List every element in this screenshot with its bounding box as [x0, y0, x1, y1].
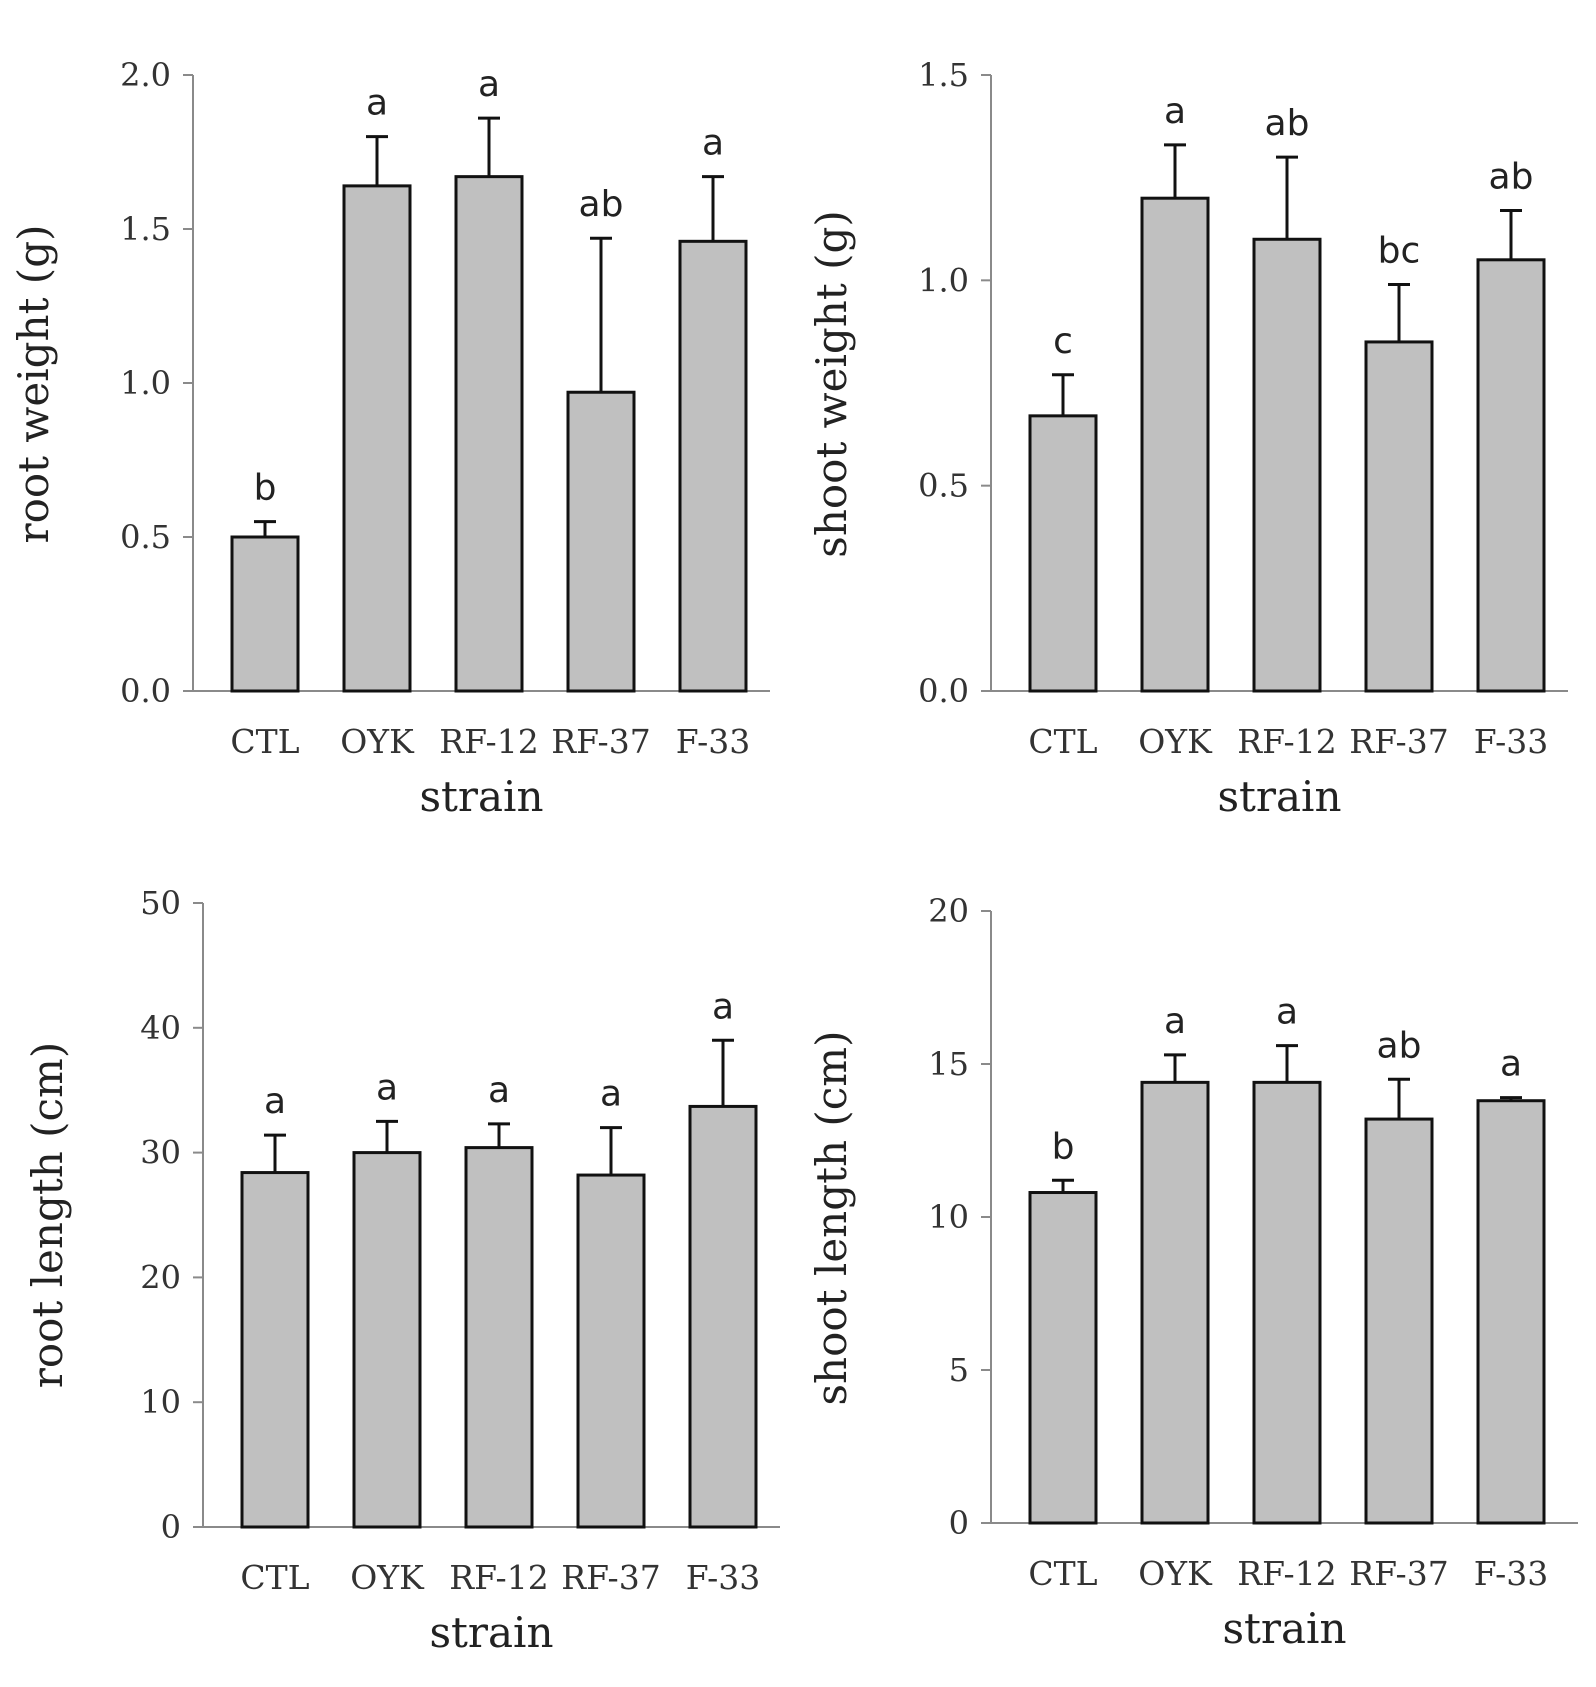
root-length-chart: 0 10 20 30 40 50 a CTL a OYK a RF-12 a RF-37 a F-33 stra… — [23, 884, 780, 1657]
category-label: OYK — [340, 722, 415, 761]
significance-label: bc — [1378, 230, 1421, 271]
category-label: CTL — [230, 722, 299, 761]
significance-label: ab — [1377, 1025, 1422, 1066]
y-tick-label: 1.5 — [120, 210, 171, 248]
significance-label: a — [1164, 1001, 1186, 1042]
y-tick-label: 15 — [928, 1045, 969, 1083]
significance-label: a — [1276, 992, 1298, 1033]
x-axis-title: strain — [1217, 772, 1341, 821]
category-label: RF-37 — [561, 1558, 660, 1597]
y-tick-label: 2.0 — [120, 56, 171, 94]
category-label: CTL — [240, 1558, 309, 1597]
y-tick-label: 10 — [928, 1198, 969, 1236]
significance-label: ab — [1265, 103, 1310, 144]
y-tick-label: 1.0 — [120, 364, 171, 402]
category-label: RF-12 — [439, 722, 538, 761]
y-axis-title: shoot weight (g) — [807, 210, 856, 557]
bar — [230, 535, 300, 693]
bar — [576, 1173, 646, 1529]
y-tick-label: 0.0 — [918, 672, 969, 710]
bar — [1364, 1117, 1434, 1525]
bar — [342, 184, 412, 693]
category-label: F-33 — [676, 722, 751, 761]
category-label: RF-12 — [1237, 722, 1336, 761]
significance-label: a — [712, 986, 734, 1027]
y-tick-label: 30 — [140, 1134, 181, 1172]
bar — [1028, 414, 1098, 693]
bar — [464, 1146, 534, 1529]
significance-label: c — [1053, 321, 1073, 362]
bar — [1140, 196, 1210, 693]
y-tick-label: 1.0 — [918, 261, 969, 299]
significance-label: b — [254, 468, 277, 509]
category-label: F-33 — [686, 1558, 761, 1597]
y-tick-label: 0 — [949, 1504, 969, 1542]
y-tick-label: 40 — [140, 1009, 181, 1047]
bar — [454, 175, 524, 693]
significance-label: a — [1164, 91, 1186, 132]
y-tick-label: 0 — [161, 1508, 181, 1546]
y-axis-title: shoot length (cm) — [807, 1030, 856, 1405]
significance-label: a — [1500, 1044, 1522, 1085]
bar — [1476, 1099, 1546, 1525]
category-label: RF-37 — [1349, 722, 1448, 761]
x-axis-title: strain — [429, 1608, 553, 1657]
y-tick-label: 10 — [140, 1383, 181, 1421]
x-axis-title: strain — [1222, 1604, 1346, 1653]
significance-label: ab — [1489, 157, 1534, 198]
y-axis-title: root weight (g) — [9, 225, 58, 544]
bar — [688, 1104, 758, 1529]
root-weight-chart: 0.0 0.5 1.0 1.5 2.0 b CTL a OYK a RF-12 ab RF-37 a F-3… — [9, 56, 770, 821]
category-label: CTL — [1028, 722, 1097, 761]
significance-label: a — [488, 1070, 510, 1111]
y-tick-label: 50 — [140, 884, 181, 922]
bar — [1364, 340, 1434, 693]
y-tick-label: 0.5 — [120, 518, 171, 556]
y-tick-label: 0.0 — [120, 672, 171, 710]
bar — [1028, 1191, 1098, 1525]
y-tick-label: 20 — [928, 892, 969, 930]
category-label: RF-37 — [1349, 1554, 1448, 1593]
category-label: CTL — [1028, 1554, 1097, 1593]
bar — [352, 1151, 422, 1529]
significance-label: a — [264, 1081, 286, 1122]
category-label: RF-37 — [551, 722, 650, 761]
significance-label: ab — [579, 184, 624, 225]
significance-label: a — [376, 1067, 398, 1108]
category-label: RF-12 — [449, 1558, 548, 1597]
significance-label: b — [1052, 1126, 1075, 1167]
category-label: RF-12 — [1237, 1554, 1336, 1593]
y-axis-title: root length (cm) — [23, 1042, 72, 1389]
bar — [1140, 1080, 1210, 1525]
bar — [240, 1171, 310, 1529]
category-label: OYK — [1138, 1554, 1213, 1593]
significance-label: a — [366, 83, 388, 124]
category-label: F-33 — [1474, 1554, 1549, 1593]
significance-label: a — [600, 1074, 622, 1115]
shoot-length-chart: 0 5 10 15 20 b CTL a OYK a RF-12 ab RF-37 a F-33 strain… — [807, 892, 1578, 1653]
bar — [1252, 237, 1322, 693]
significance-label: a — [702, 123, 724, 164]
y-tick-label: 5 — [949, 1351, 969, 1389]
bar — [1476, 258, 1546, 693]
significance-label: a — [478, 64, 500, 105]
bar — [566, 390, 636, 693]
shoot-weight-chart: 0.0 0.5 1.0 1.5 c CTL a OYK ab RF-12 bc RF-37 ab F-33… — [807, 56, 1568, 821]
x-axis-title: strain — [419, 772, 543, 821]
bar — [1252, 1080, 1322, 1525]
y-tick-label: 0.5 — [918, 467, 969, 505]
category-label: OYK — [350, 1558, 425, 1597]
bar — [678, 239, 748, 693]
category-label: F-33 — [1474, 722, 1549, 761]
y-tick-label: 20 — [140, 1258, 181, 1296]
category-label: OYK — [1138, 722, 1213, 761]
y-tick-label: 1.5 — [918, 56, 969, 94]
